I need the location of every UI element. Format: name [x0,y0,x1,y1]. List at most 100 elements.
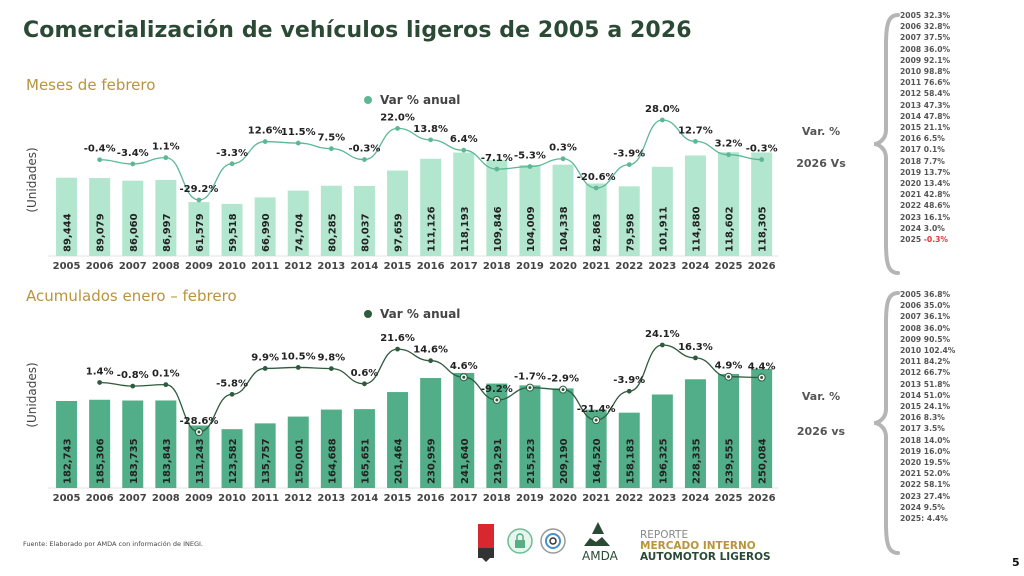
logo-line-market: MERCADO INTERNO [640,540,756,552]
bar-value-label: 86,997 [162,213,173,252]
var-point [196,197,202,203]
x-tick-label: 2013 [317,493,345,504]
var-point [693,355,698,361]
bar-value-label: 241,640 [460,438,471,484]
side-list-year: 2012 [900,368,924,378]
bar-2005 [56,400,78,488]
var-label: -7.1% [481,153,513,164]
var-label: -3.9% [613,375,645,386]
side-list-year: 2015 [900,402,924,412]
side-list-item: 2015 21.1% [900,122,950,133]
bar-value-label: 111,126 [427,206,438,252]
var-label: 4.6% [450,361,478,372]
side-list-year: 2006 [900,22,924,32]
side-list-item: 2013 51.8% [900,379,955,390]
bar-value-label: 89,444 [63,213,74,252]
side-list-item: 2016 8.3% [900,412,955,423]
side-list-item: 2021 52.0% [900,468,955,479]
var-label: -20.6% [577,172,616,183]
side-list-year: 2007 [900,312,924,322]
bar-value-label: 239,555 [725,438,736,484]
var-point-center [495,398,499,402]
side-list-item: 2006 35.0% [900,300,955,311]
bar-2023 [651,394,673,488]
side-list-item: 2020 19.5% [900,457,955,468]
side-list-value: 13.7% [923,167,951,177]
logo-line-report: REPORTE [640,529,689,541]
bar-value-label: 118,602 [725,206,736,252]
side-list-item: 2022 58.1% [900,479,955,490]
x-tick-label: 2010 [218,261,246,272]
bar-2016 [420,158,442,256]
x-tick-label: 2008 [152,493,180,504]
side-list-year: 2007 [900,33,924,43]
side-list-value: 13.4% [923,179,951,189]
bar-2024 [684,155,706,256]
side-list-value: 48.6% [923,201,951,211]
var-point [229,161,235,167]
side-list-item: 2012 66.7% [900,367,955,378]
x-tick-label: 2006 [86,493,114,504]
var-point [130,383,136,389]
bar-value-label: 164,688 [327,438,338,484]
legend-marker [364,96,372,104]
side-list-value: 27.4% [923,491,951,501]
bar-value-label: 80,037 [360,213,371,252]
x-tick-label: 2025 [715,261,743,272]
side-list-value: 7.7% [923,156,945,166]
side-list-value: 36.0% [923,323,951,333]
bar-value-label: 80,285 [327,213,338,252]
side-list-value: 92.1% [923,55,951,65]
bar-2007 [122,180,144,256]
side-list-value: 21.1% [923,123,951,133]
bar-2011 [254,197,276,256]
side-list-item: 2014 47.8% [900,111,950,122]
var-label: 6.4% [450,134,478,145]
var-point [461,147,467,153]
var-point [395,346,400,352]
var-label: 0.6% [351,368,379,379]
bar-value-label: 66,990 [261,213,272,252]
side-list-value: 3.0% [923,223,945,233]
side-list-value: 52.0% [923,469,951,479]
var-point-center [760,376,764,380]
var-label: -29.2% [180,184,219,195]
side-list-value: 24.1% [923,402,951,412]
bar-2022 [618,186,640,256]
side-label-var-bottom: Var. % [801,390,841,403]
var-label: -28.6% [180,416,219,427]
var-label: -1.7% [514,372,546,383]
side-list-year: 2014 [900,111,924,121]
side-list-item: 2023 16.1% [900,212,950,223]
bar-value-label: 185,306 [96,438,107,484]
bar-value-label: 230,959 [427,438,438,484]
side-list-value: 35.0% [923,301,951,311]
side-list-year: 2008 [900,323,924,333]
side-list-year: 2020 [900,179,924,189]
bar-2009 [188,202,210,256]
side-list-value: 102.4% [923,346,956,356]
bar-value-label: 118,305 [758,206,769,252]
side-list-value: 36.1% [923,312,951,322]
side-list-value: 16.1% [923,212,951,222]
side-list-item: 2011 84.2% [900,356,955,367]
legend-marker [364,310,372,318]
var-point [560,156,566,162]
var-point [328,146,334,152]
side-list-item: 2010 98.8% [900,66,950,77]
side-list-year: 2013 [900,100,924,110]
var-point [262,139,268,144]
legend-label: Var % anual [380,93,460,107]
bar-2020 [552,164,574,256]
side-list-year: 2009 [900,334,924,344]
side-list-item: 2018 7.7% [900,156,950,167]
side-list-value: 9.5% [923,502,945,512]
bar-value-label: 164,520 [592,438,603,484]
bar-value-label: 104,009 [526,206,537,252]
var-point-center [727,375,731,379]
var-point [229,391,235,397]
bar-2012 [287,416,309,488]
bar-2010 [221,203,243,256]
page-title: Comercialización de vehículos ligeros de… [23,18,692,43]
x-tick-label: 2009 [185,493,213,504]
